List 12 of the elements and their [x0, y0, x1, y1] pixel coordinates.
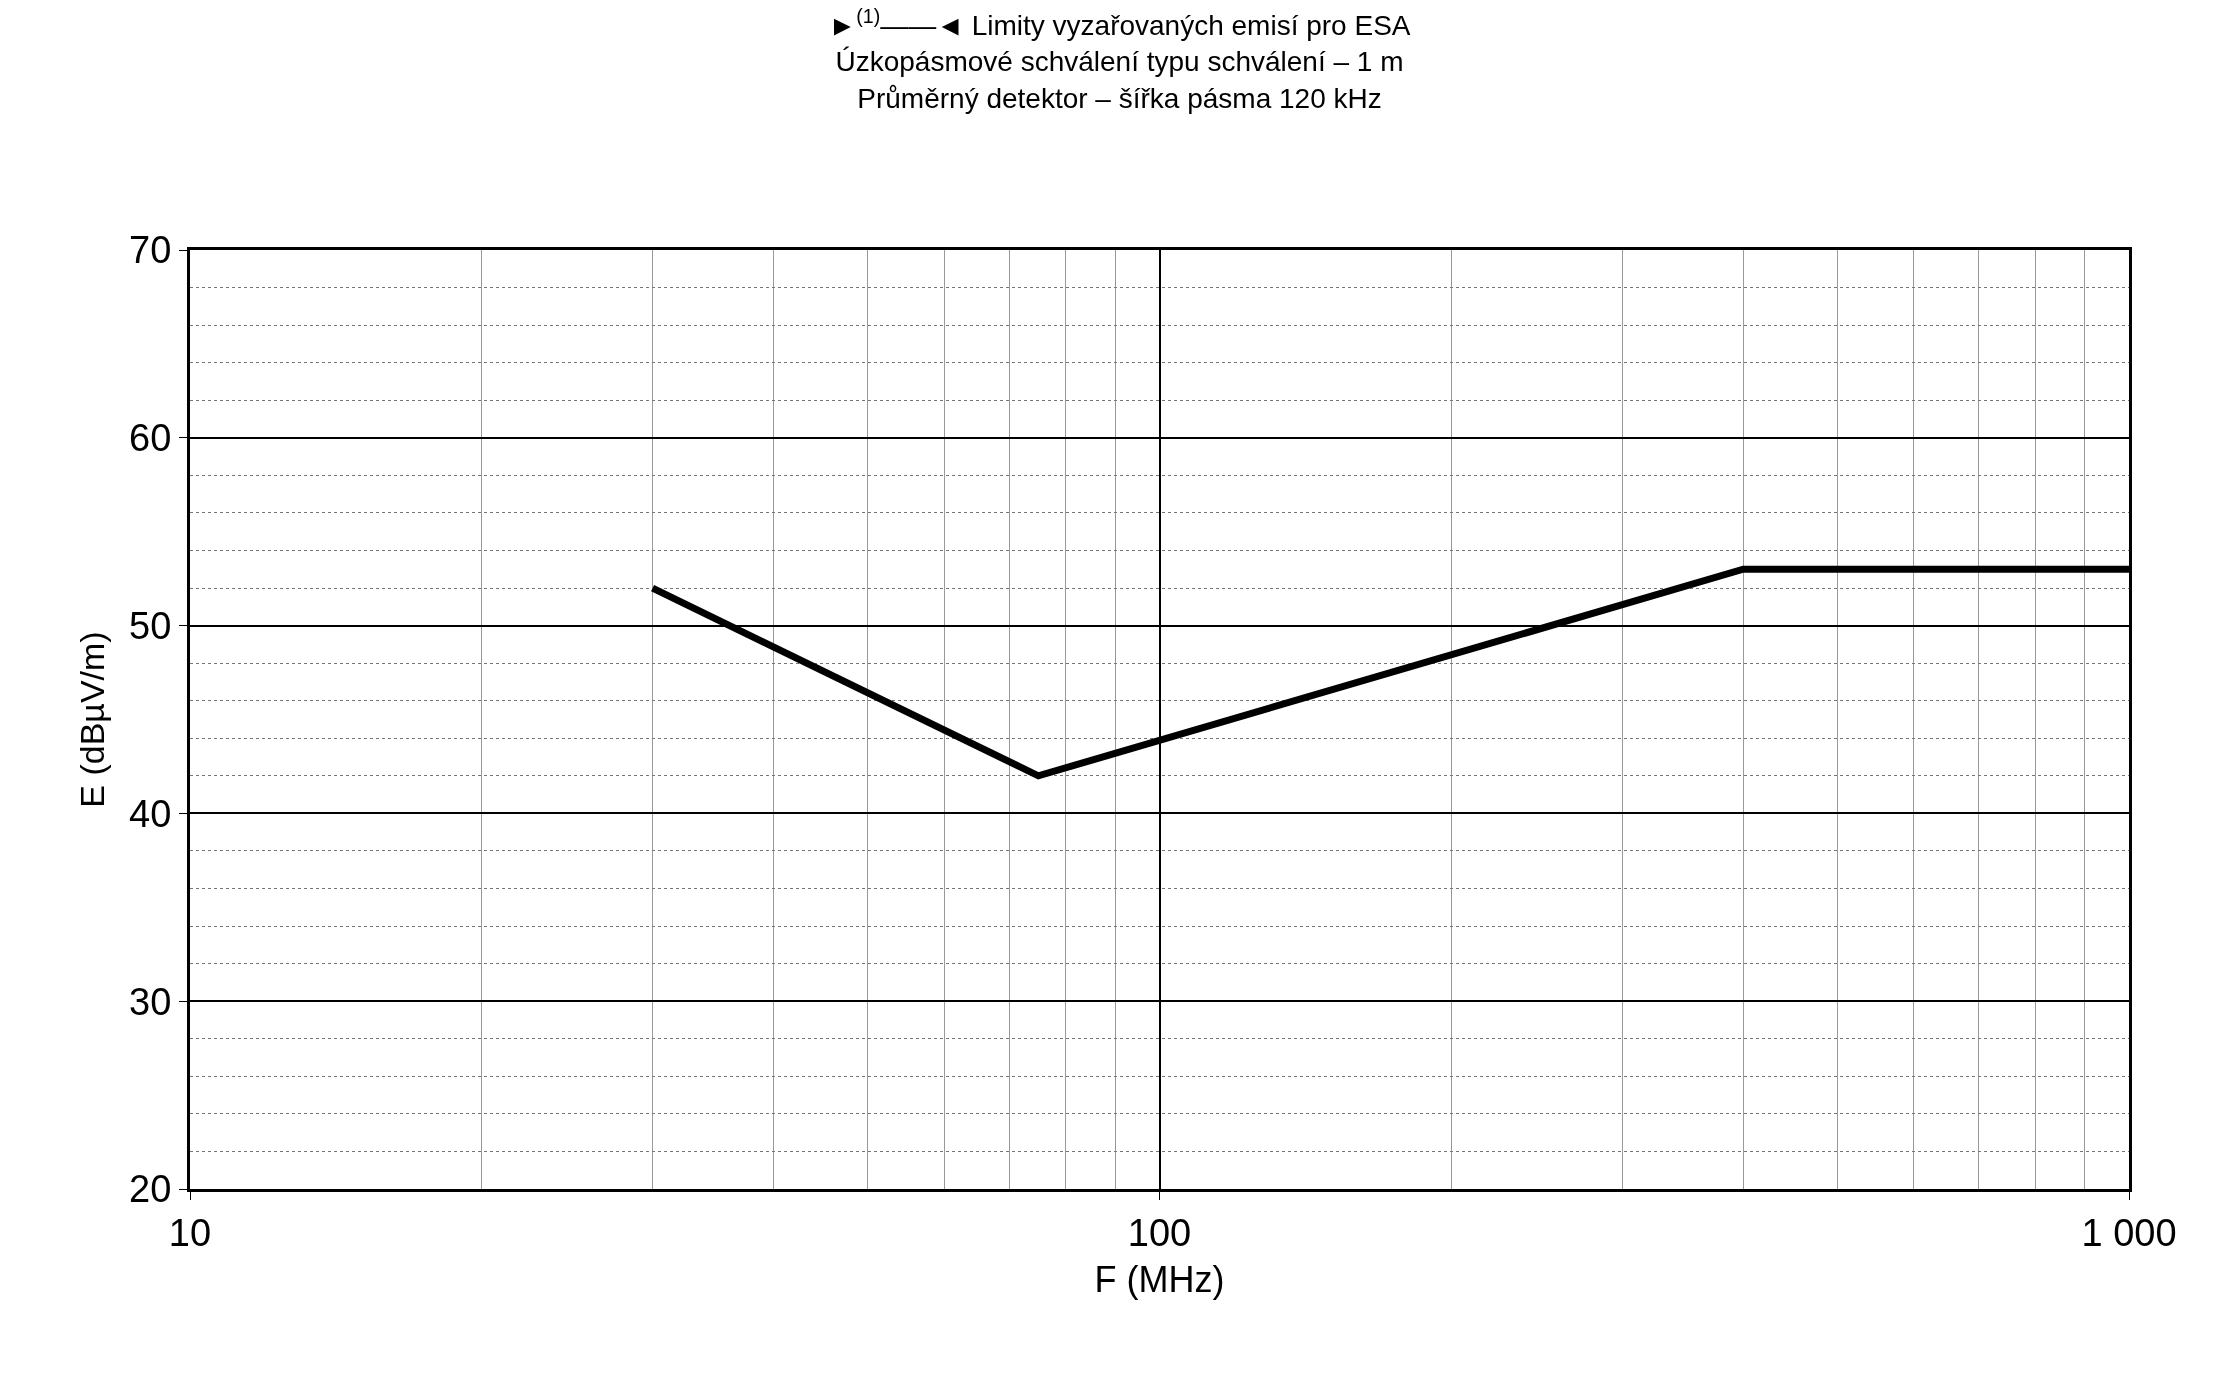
y-axis-title: E (dBµV/m) — [72, 631, 111, 808]
x-axis-title: F (MHz) — [1094, 1259, 1225, 1301]
x-tick-label: 100 — [1127, 1211, 1192, 1254]
chart-title: ►$^{(1)}$——◄ Limity vyzařovaných emisí pro ESA Úzkopásmové schválení typu schválení – 1 m Průměrný detektor – šířka pásma 120 kHz — [828, 4, 1411, 114]
y-tick-label: 70 — [129, 229, 172, 272]
x-tick-label: 10 — [168, 1211, 212, 1254]
y-tick-label: 60 — [129, 417, 172, 460]
x-tick-label: 1 000 — [2081, 1211, 2177, 1254]
y-tick-label: 40 — [129, 792, 172, 835]
y-tick-label: 20 — [129, 1168, 172, 1211]
y-tick-label: 30 — [129, 980, 172, 1023]
y-tick-label: 50 — [129, 604, 172, 647]
